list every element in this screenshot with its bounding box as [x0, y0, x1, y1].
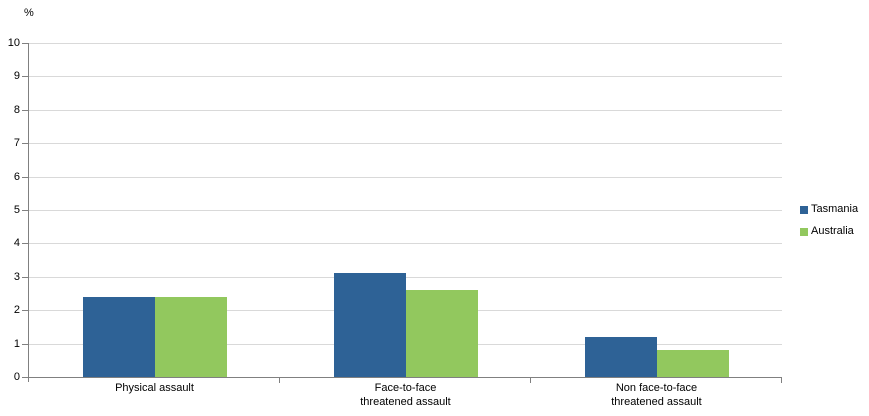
y-axis-tick-label: 3: [13, 270, 20, 283]
x-axis-line: [22, 377, 782, 378]
gridline: [29, 210, 782, 211]
y-axis-tick: [22, 109, 29, 111]
bar-australia-face-to-face-threatened-assault: [405, 290, 478, 377]
legend-item-tasmania: Tasmania: [800, 203, 858, 216]
bar-tasmania-face-to-face-threatened-assault: [333, 273, 406, 377]
legend-label-tasmania: Tasmania: [811, 203, 859, 215]
x-axis-category-label-line: Physical assault: [115, 382, 194, 394]
bar-tasmania-non-face-to-face-threatened-assault: [584, 336, 657, 377]
x-axis-category-label: Face-to-face threatened assault: [280, 381, 531, 409]
y-axis-tick-label: 7: [13, 137, 20, 150]
y-axis-tick: [22, 276, 29, 278]
legend-swatch-australia: [800, 227, 808, 236]
bar-australia-non-face-to-face-threatened-assault: [656, 350, 729, 377]
gridline: [29, 243, 782, 245]
x-axis-category-label-line: Non face-to-face: [615, 382, 698, 394]
legend-swatch-tasmania: [800, 205, 808, 214]
y-axis-tick: [22, 210, 29, 211]
bar-tasmania-physical-assault: [82, 296, 155, 377]
gridline: [29, 109, 782, 111]
x-axis-category-label-line: threatened assault: [360, 396, 451, 408]
gridline: [29, 176, 782, 178]
x-axis-category-label: Physical assault: [29, 381, 280, 395]
gridline: [29, 143, 782, 145]
y-axis-tick: [22, 176, 29, 178]
y-axis-tick-label: 6: [13, 170, 20, 183]
y-axis-tick-label: 0: [13, 371, 20, 383]
legend-item-australia: Australia: [800, 225, 858, 238]
y-axis-tick-label: 5: [13, 204, 20, 216]
legend: Tasmania Australia: [800, 203, 858, 238]
y-axis-tick-label: 10: [7, 37, 20, 49]
x-axis-tick: [781, 377, 782, 383]
y-axis-tick: [22, 310, 29, 312]
y-axis-unit-label: %: [24, 7, 34, 19]
y-axis-tick: [22, 43, 29, 44]
y-axis-tick: [22, 343, 29, 345]
x-axis-category-label-line: threatened assault: [611, 396, 702, 408]
y-axis-line: [28, 43, 29, 382]
y-axis-tick-label: 2: [13, 304, 20, 317]
bar-australia-physical-assault: [154, 296, 227, 377]
legend-label-australia: Australia: [811, 225, 854, 237]
y-axis-tick: [22, 143, 29, 145]
y-axis-tick-label: 1: [13, 337, 20, 350]
y-axis-tick-label: 4: [13, 237, 20, 250]
y-axis-tick: [22, 243, 29, 245]
x-axis-tick: [530, 377, 531, 383]
x-axis-tick: [279, 377, 280, 383]
gridline: [29, 43, 782, 44]
x-axis-category-label: Non face-to-face threatened assault: [531, 381, 782, 409]
y-axis-tick: [22, 76, 29, 78]
gridline: [29, 276, 782, 278]
y-axis-tick-label: 8: [13, 103, 20, 116]
gridline: [29, 76, 782, 78]
y-axis-tick-label: 9: [13, 70, 20, 83]
x-axis-category-label-line: Face-to-face: [374, 382, 437, 394]
